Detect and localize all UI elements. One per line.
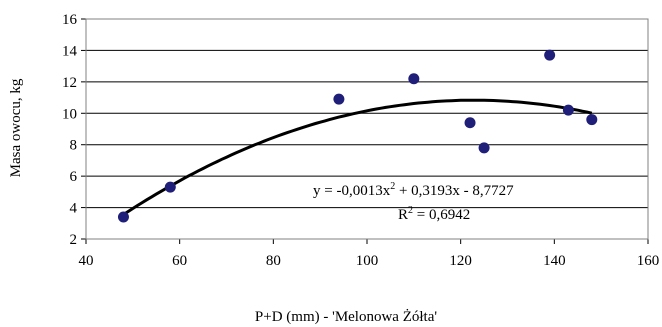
y-tick-labels: 2 4 6 8 10 12 14 16 (62, 12, 78, 248)
grid-lines (81, 18, 649, 244)
x-tick-label: 80 (266, 253, 281, 269)
data-points (117, 49, 598, 223)
x-tick-label: 60 (172, 253, 187, 269)
y-tick-label: 2 (70, 232, 78, 248)
x-tick-label: 140 (543, 253, 566, 269)
data-point (478, 142, 490, 154)
x-tick-label: 40 (79, 253, 94, 269)
data-point (464, 117, 476, 129)
plot-area-border (85, 18, 649, 240)
y-tick-label: 12 (62, 75, 77, 91)
data-point (117, 211, 129, 223)
data-point (562, 104, 574, 116)
y-axis-title: Masa owocu, kg (8, 78, 24, 177)
trendline-equation: y = -0,0013x2 + 0,3193x - 8,7727 (313, 181, 514, 199)
x-tick-label: 100 (356, 253, 379, 269)
trendline (122, 98, 593, 216)
data-point (586, 114, 598, 126)
y-tick-label: 8 (70, 138, 78, 154)
y-tick-label: 10 (62, 106, 77, 122)
data-point (333, 93, 345, 105)
y-tick-label: 16 (62, 12, 78, 28)
data-point (544, 49, 556, 61)
y-tick-label: 6 (70, 169, 78, 185)
x-axis-title: P+D (mm) - 'Melonowa Żółta' (255, 309, 437, 325)
data-point (164, 181, 176, 193)
y-tick-label: 14 (62, 43, 78, 59)
x-tick-label: 160 (637, 253, 660, 269)
x-tick-label: 120 (449, 253, 472, 269)
data-point (408, 73, 420, 85)
x-tick-labels: 40 60 80 100 120 140 160 (79, 253, 660, 269)
y-tick-label: 4 (70, 201, 78, 217)
r-squared-label: R2 = 0,6942 (398, 205, 470, 223)
